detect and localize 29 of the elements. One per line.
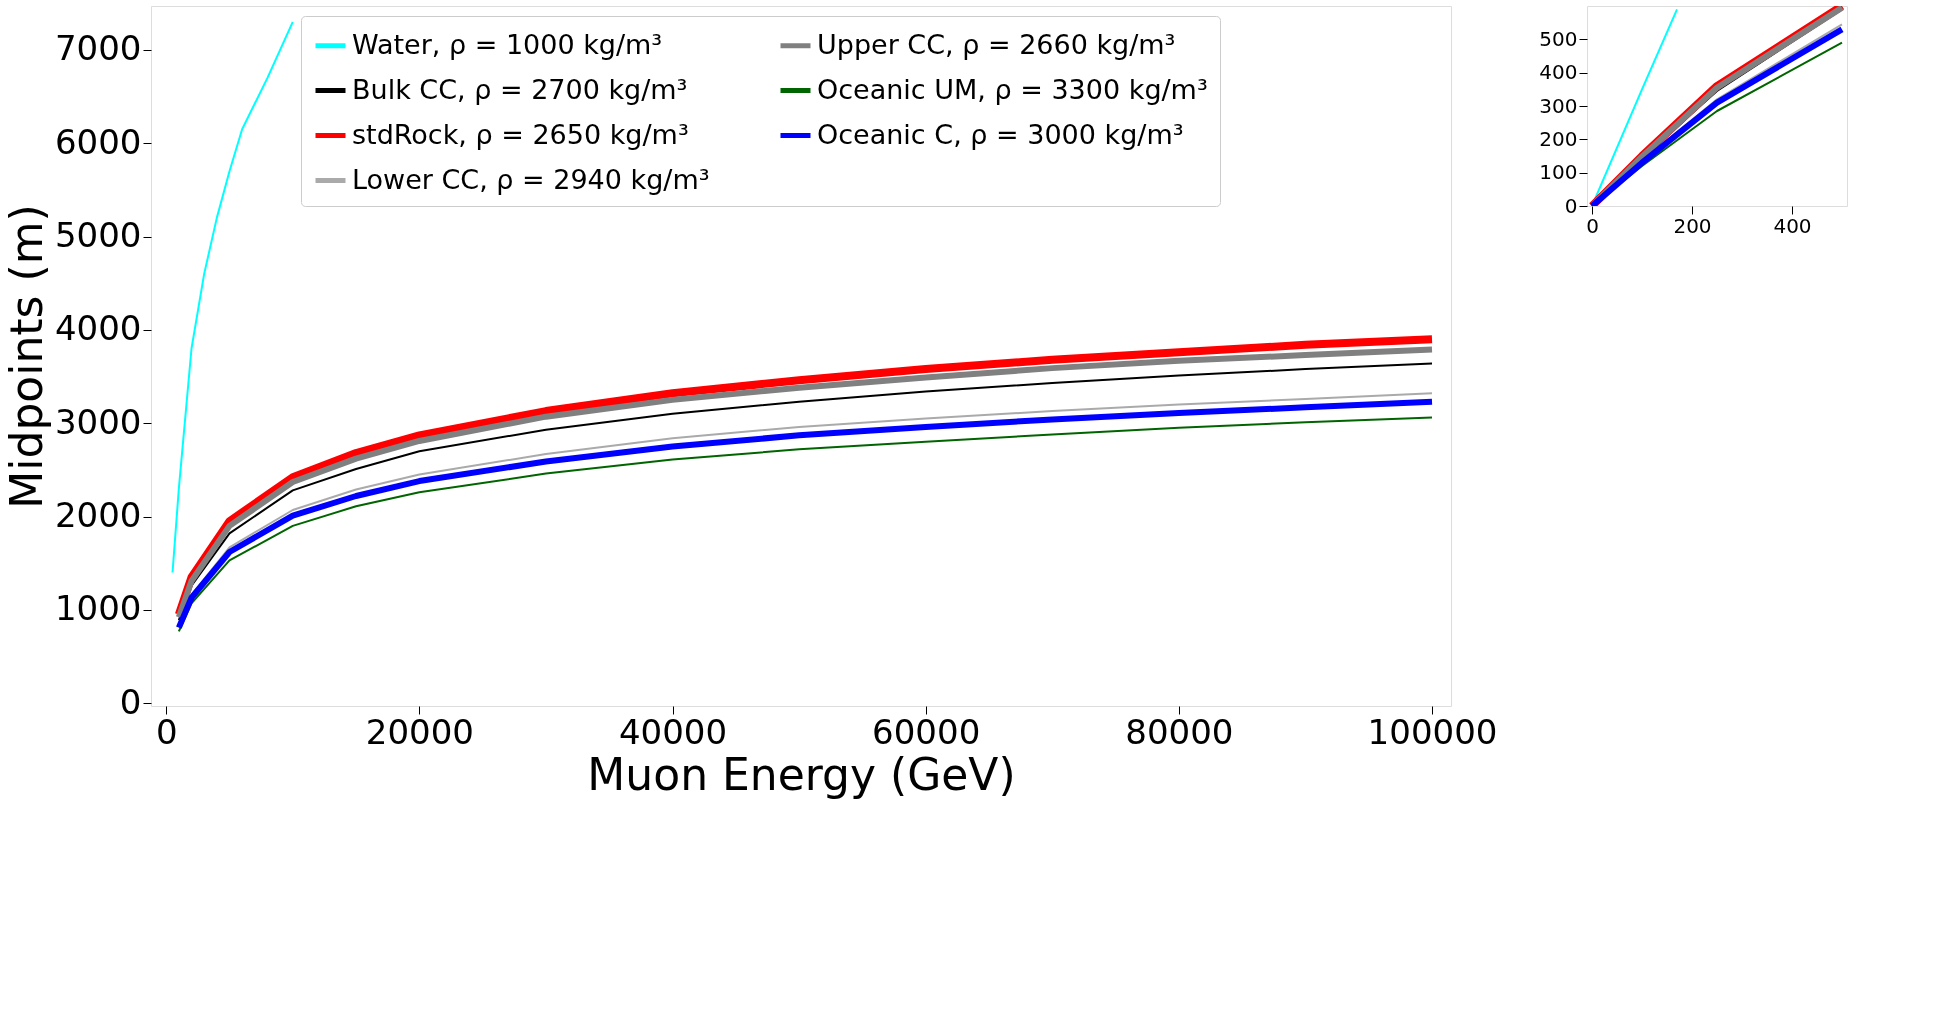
legend-label: stdRock, ρ = 2650 kg/m³ [352, 118, 689, 150]
y-tick-label: 2000 [54, 495, 142, 536]
legend-label: Lower CC, ρ = 2940 kg/m³ [352, 163, 710, 195]
y-tick-label: 400 [1539, 60, 1578, 85]
x-tick-label: 0 [155, 711, 178, 752]
x-tick-label: 20000 [365, 711, 474, 752]
y-tick-label: 100 [1539, 160, 1578, 185]
y-tick-label: 0 [1564, 193, 1578, 218]
y-tick-label: 5000 [54, 215, 142, 256]
y-axis-title: Midpoints (m) [0, 204, 52, 509]
y-tick-label: 500 [1539, 26, 1578, 51]
x-tick-label: 0 [1586, 213, 1599, 238]
y-tick-label: 1000 [54, 588, 142, 629]
legend-label: Upper CC, ρ = 2660 kg/m³ [817, 28, 1176, 60]
y-tick-label: 3000 [54, 401, 142, 442]
x-tick-label: 200 [1673, 213, 1712, 238]
legend-label: Oceanic UM, ρ = 3300 kg/m³ [817, 73, 1208, 105]
y-tick-label: 7000 [54, 28, 142, 69]
legend-label: Bulk CC, ρ = 2700 kg/m³ [352, 73, 688, 105]
x-tick-label: 100000 [1367, 711, 1498, 752]
y-tick-label: 0 [119, 681, 142, 722]
x-tick-label: 80000 [1125, 711, 1234, 752]
x-tick-label: 400 [1773, 213, 1812, 238]
legend-label: Oceanic C, ρ = 3000 kg/m³ [817, 118, 1184, 150]
y-tick-label: 4000 [54, 308, 142, 349]
legend-label: Water, ρ = 1000 kg/m³ [352, 28, 663, 60]
y-tick-label: 6000 [54, 121, 142, 162]
y-tick-label: 300 [1539, 93, 1578, 118]
y-tick-label: 200 [1539, 126, 1578, 151]
